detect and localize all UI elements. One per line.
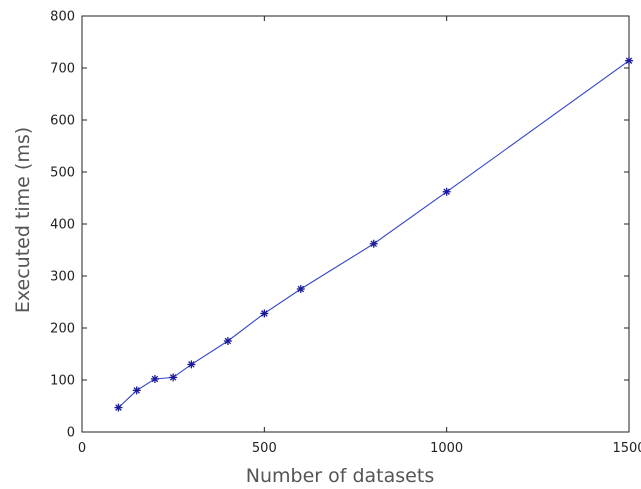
- x-tick-label: 1000: [430, 441, 463, 456]
- x-tick-label: 0: [78, 441, 86, 456]
- y-tick-label: 500: [50, 166, 75, 181]
- data-point: [260, 309, 269, 318]
- data-point: [187, 360, 196, 369]
- x-tick-label: 1500: [612, 441, 641, 456]
- x-tick-label: 500: [252, 441, 277, 456]
- data-point: [114, 403, 123, 412]
- data-point: [150, 374, 159, 383]
- data-point: [442, 187, 451, 196]
- y-axis-title: Executed time (ms): [12, 127, 34, 313]
- data-point: [223, 337, 232, 345]
- x-axis-ticks: 0 500 1000 1500: [78, 16, 641, 456]
- y-tick-label: 800: [50, 10, 75, 25]
- data-point: [169, 373, 178, 382]
- data-point: [132, 386, 141, 395]
- y-tick-label: 300: [50, 270, 75, 285]
- y-tick-label: 200: [50, 322, 75, 337]
- y-tick-label: 400: [50, 218, 75, 233]
- y-tick-label: 0: [67, 426, 75, 441]
- x-axis-title: Number of datasets: [246, 465, 434, 487]
- y-axis-ticks: 0 100 200 300 400 500 600 700 800: [50, 10, 629, 441]
- data-point: [625, 56, 633, 65]
- series-layer: [114, 56, 633, 412]
- y-tick-label: 700: [50, 62, 75, 77]
- y-tick-label: 600: [50, 114, 75, 129]
- data-point: [296, 285, 305, 293]
- y-tick-label: 100: [50, 374, 75, 389]
- plot-area: [81, 15, 630, 433]
- data-point: [369, 239, 378, 248]
